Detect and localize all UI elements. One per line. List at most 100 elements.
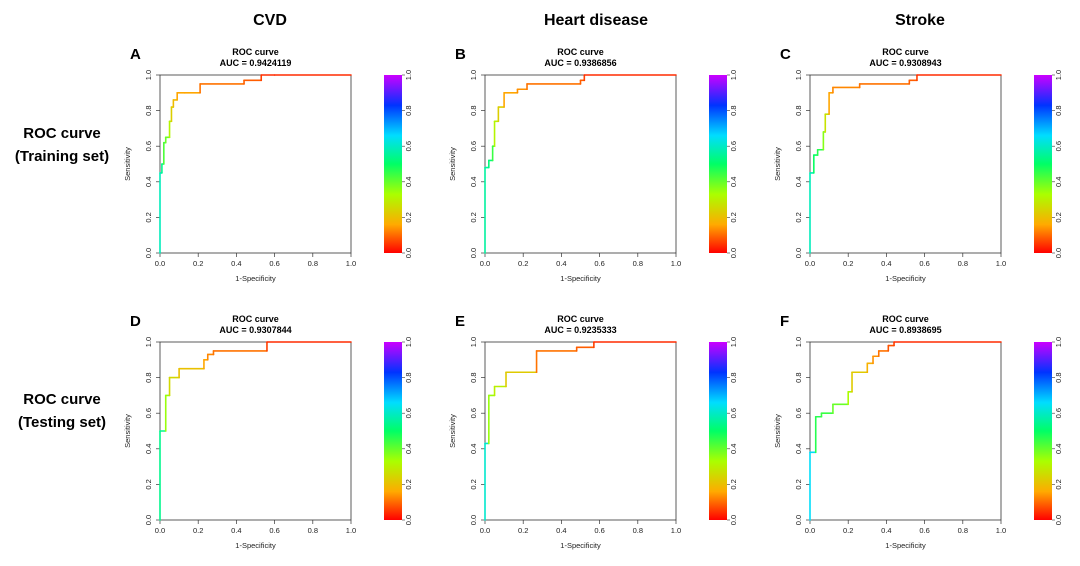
panel-letter-e: E (455, 313, 465, 330)
colorbar-tick-label-d-5: 1.0 (404, 337, 413, 347)
colorbar-tick-label-d-4: 0.8 (404, 372, 413, 382)
chart-auc-a: AUC = 0.9424119 (220, 58, 292, 68)
colorbar-tick-label-b-2: 0.4 (729, 177, 738, 187)
colorbar-tick-label-f-4: 0.8 (1054, 372, 1063, 382)
panel-letter-f: F (780, 313, 789, 330)
roc-curve-d (159, 341, 352, 521)
colorbar-tick-label-f-0: 0.0 (1054, 515, 1063, 525)
y-tick-label-d-1: 0.2 (144, 479, 153, 489)
colorbar-tick-label-e-1: 0.2 (729, 479, 738, 489)
chart-title-e: ROC curve (557, 314, 604, 324)
colorbar-tick-label-a-1: 0.2 (404, 212, 413, 222)
x-tick-label-d-4: 0.8 (308, 526, 318, 535)
y-tick-label-d-5: 1.0 (144, 337, 153, 347)
colorbar-tick-label-b-1: 0.2 (729, 212, 738, 222)
y-tick-label-b-2: 0.4 (469, 177, 478, 187)
x-tick-label-b-0: 0.0 (480, 259, 490, 268)
x-axis-label-a: 1-Specificity (235, 274, 276, 283)
y-tick-label-f-5: 1.0 (794, 337, 803, 347)
y-tick-label-c-2: 0.4 (794, 177, 803, 187)
x-tick-label-b-4: 0.8 (633, 259, 643, 268)
y-tick-label-a-3: 0.6 (144, 141, 153, 151)
x-tick-label-e-4: 0.8 (633, 526, 643, 535)
y-tick-label-c-3: 0.6 (794, 141, 803, 151)
x-axis-label-c: 1-Specificity (885, 274, 926, 283)
x-tick-label-e-0: 0.0 (480, 526, 490, 535)
colorbar-tick-label-c-3: 0.6 (1054, 141, 1063, 151)
x-tick-label-b-3: 0.6 (594, 259, 604, 268)
colorbar-tick-label-f-1: 0.2 (1054, 479, 1063, 489)
y-tick-label-d-4: 0.8 (144, 372, 153, 382)
colorbar-tick-label-c-1: 0.2 (1054, 212, 1063, 222)
colorbar-tick-label-a-5: 1.0 (404, 70, 413, 80)
row-title-training-line1: ROC curve (23, 125, 101, 142)
x-tick-label-c-3: 0.6 (919, 259, 929, 268)
x-tick-label-e-2: 0.4 (556, 526, 566, 535)
roc-curve-a (159, 74, 352, 254)
colorbar-c (1034, 75, 1052, 253)
x-tick-label-f-4: 0.8 (958, 526, 968, 535)
y-tick-label-a-0: 0.0 (144, 248, 153, 258)
panel-letter-c: C (780, 46, 791, 63)
row-title-training: ROC curve (Training set) (4, 122, 120, 168)
chart-title-a: ROC curve (232, 47, 279, 57)
chart-auc-b: AUC = 0.9386856 (544, 58, 616, 68)
row-title-training-line2: (Training set) (14, 148, 110, 165)
chart-auc-e: AUC = 0.9235333 (544, 325, 616, 335)
x-axis-label-f: 1-Specificity (885, 541, 926, 550)
y-tick-label-e-5: 1.0 (469, 337, 478, 347)
colorbar-tick-label-f-3: 0.6 (1054, 408, 1063, 418)
colorbar-tick-label-b-0: 0.0 (729, 248, 738, 258)
row-title-testing: ROC curve (Testing set) (4, 388, 120, 434)
x-tick-label-e-5: 1.0 (671, 526, 681, 535)
y-axis-label-c: Sensitivity (773, 147, 782, 181)
plot-frame-b (484, 74, 677, 254)
colorbar-tick-label-d-2: 0.4 (404, 444, 413, 454)
chart-auc-f: AUC = 0.8938695 (869, 325, 941, 335)
x-tick-label-e-3: 0.6 (594, 526, 604, 535)
y-axis-label-f: Sensitivity (773, 414, 782, 448)
panel-letter-d: D (130, 313, 141, 330)
x-tick-label-c-0: 0.0 (805, 259, 815, 268)
y-tick-label-f-1: 0.2 (794, 479, 803, 489)
y-tick-label-a-1: 0.2 (144, 212, 153, 222)
x-axis-label-e: 1-Specificity (560, 541, 601, 550)
x-tick-label-f-0: 0.0 (805, 526, 815, 535)
colorbar-tick-label-d-1: 0.2 (404, 479, 413, 489)
colorbar-tick-label-c-0: 0.0 (1054, 248, 1063, 258)
x-tick-label-d-5: 1.0 (346, 526, 356, 535)
y-tick-label-c-0: 0.0 (794, 248, 803, 258)
x-tick-label-a-3: 0.6 (269, 259, 279, 268)
y-axis-label-a: Sensitivity (123, 147, 132, 181)
x-tick-label-f-1: 0.2 (843, 526, 853, 535)
column-title-cvd: CVD (253, 12, 287, 29)
y-axis-label-b: Sensitivity (448, 147, 457, 181)
x-tick-label-b-1: 0.2 (518, 259, 528, 268)
colorbar-tick-label-d-3: 0.6 (404, 408, 413, 418)
plot-frame-f (809, 341, 1002, 521)
colorbar-tick-label-a-2: 0.4 (404, 177, 413, 187)
row-title-testing-line2: (Testing set) (17, 414, 107, 431)
colorbar-f (1034, 342, 1052, 520)
x-tick-label-d-1: 0.2 (193, 526, 203, 535)
x-tick-label-a-0: 0.0 (155, 259, 165, 268)
colorbar-tick-label-e-3: 0.6 (729, 408, 738, 418)
x-tick-label-b-5: 1.0 (671, 259, 681, 268)
plot-frame-a (159, 74, 352, 254)
column-title-heart-disease: Heart disease (543, 12, 649, 29)
x-tick-label-f-3: 0.6 (919, 526, 929, 535)
y-tick-label-f-0: 0.0 (794, 515, 803, 525)
y-tick-label-f-3: 0.6 (794, 408, 803, 418)
roc-curve-c (809, 74, 1002, 254)
y-tick-label-b-1: 0.2 (469, 212, 478, 222)
y-tick-label-c-5: 1.0 (794, 70, 803, 80)
colorbar-tick-label-b-5: 1.0 (729, 70, 738, 80)
x-tick-label-a-2: 0.4 (231, 259, 241, 268)
x-tick-label-d-2: 0.4 (231, 526, 241, 535)
y-tick-label-e-0: 0.0 (469, 515, 478, 525)
